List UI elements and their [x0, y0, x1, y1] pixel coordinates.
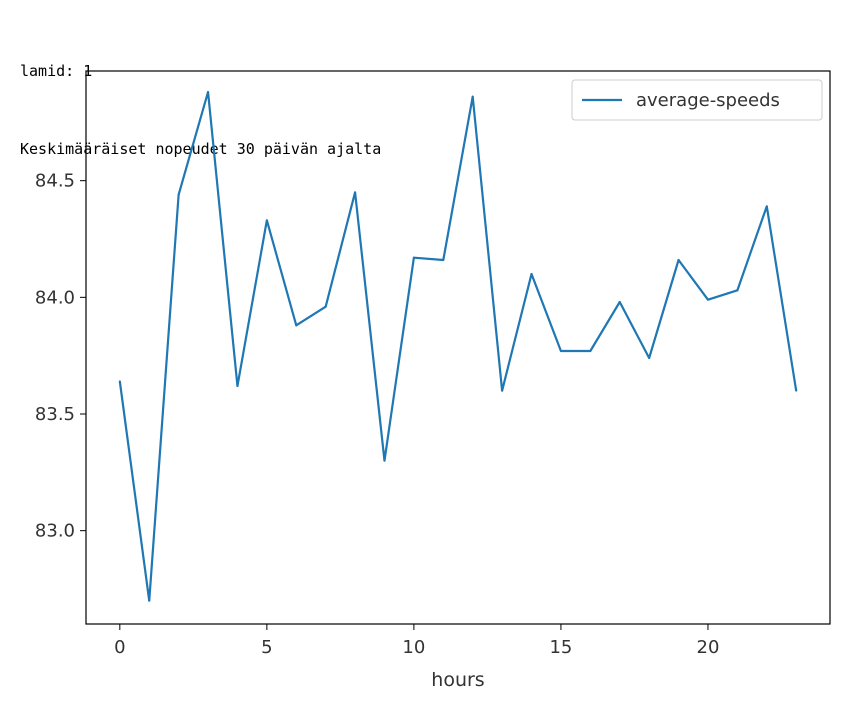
data-point [236, 385, 238, 387]
data-point [178, 194, 180, 196]
data-point [531, 273, 533, 275]
data-point [472, 96, 474, 98]
data-point [325, 306, 327, 308]
data-point [207, 91, 209, 93]
y-tick-label: 83.5 [35, 404, 75, 425]
x-tick-label: 0 [114, 637, 125, 658]
x-tick-label: 15 [549, 637, 572, 658]
ticks-layer: 0 5 10 15 20 83.0 83.5 84.0 84.5 [35, 171, 719, 658]
data-point [442, 259, 444, 261]
y-tick-label: 83.0 [35, 521, 75, 542]
plot-frame [86, 71, 830, 624]
data-point [795, 390, 797, 392]
x-tick-label: 20 [697, 637, 720, 658]
data-point [413, 257, 415, 259]
y-tick-label: 84.0 [35, 287, 75, 308]
y-tick-label: 84.5 [35, 171, 75, 192]
x-axis-label: hours [431, 669, 484, 691]
data-point [119, 380, 121, 382]
data-point [648, 357, 650, 359]
data-point [619, 301, 621, 303]
data-point [560, 350, 562, 352]
data-point [501, 390, 503, 392]
data-point [383, 460, 385, 462]
legend: average-speeds [572, 80, 822, 120]
data-point [354, 191, 356, 193]
series-layer [119, 91, 797, 602]
data-point [589, 350, 591, 352]
data-point [678, 259, 680, 261]
data-point [766, 205, 768, 207]
x-tick-label: 10 [402, 637, 425, 658]
data-point [148, 600, 150, 602]
series-line-average-speeds [120, 92, 796, 601]
data-point [295, 324, 297, 326]
data-point [707, 299, 709, 301]
data-point [736, 289, 738, 291]
legend-entry-label: average-speeds [636, 90, 780, 111]
x-tick-label: 5 [261, 637, 272, 658]
data-point [266, 219, 268, 221]
